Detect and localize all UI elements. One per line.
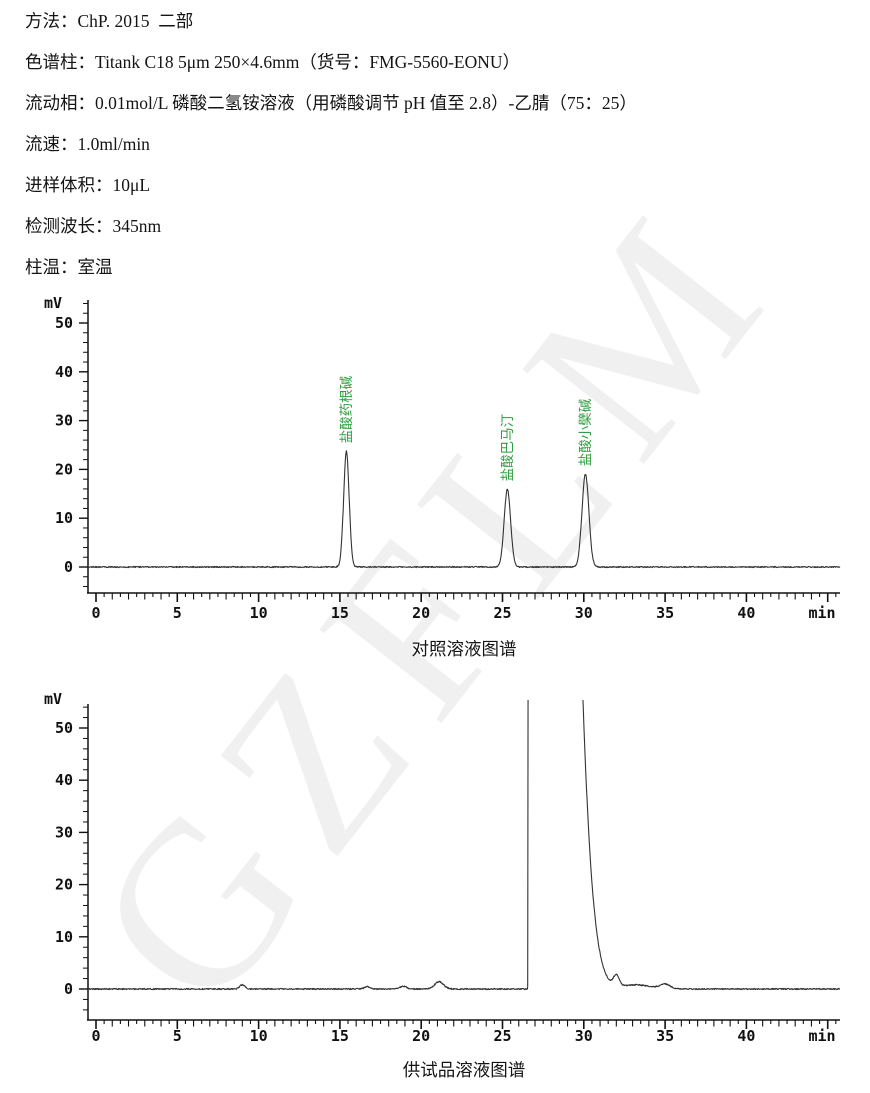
chromatogram-trace	[88, 450, 841, 569]
peak-label: 盐酸巴马汀	[500, 414, 515, 482]
method-line-mobilephase: 流动相：0.01mol/L 磷酸二氢铵溶液（用磷酸调节 pH 值至 2.8）-乙…	[25, 93, 637, 113]
method-line-method: 方法：ChP. 2015 二部	[25, 11, 194, 31]
method-line-column: 色谱柱：Titank C18 5μm 250×4.6mm（货号：FMG-5560…	[25, 52, 521, 72]
x-tick-label: 10	[250, 604, 268, 622]
x-tick-label: 20	[412, 1027, 430, 1045]
x-tick-label: 30	[575, 604, 593, 622]
y-tick-label: 50	[55, 314, 73, 332]
chromatogram-trace	[88, 700, 841, 991]
x-tick-label: 0	[91, 604, 100, 622]
x-axis-unit-label: min	[808, 1027, 835, 1045]
y-tick-label: 50	[55, 719, 73, 737]
x-tick-label: 0	[91, 1027, 100, 1045]
y-tick-label: 40	[55, 363, 73, 381]
x-tick-label: 25	[493, 1027, 511, 1045]
x-axis-unit-label: min	[808, 604, 835, 622]
method-line-flowrate: 流速：1.0ml/min	[25, 134, 150, 154]
y-tick-label: 30	[55, 412, 73, 430]
x-tick-label: 15	[331, 1027, 349, 1045]
sample-chromatogram: 0 10 20 30 40 50 0 5 10 15 20 25 30 35 40 min	[55, 700, 841, 1045]
y-axis-unit-label: mV	[44, 294, 63, 312]
reference-chromatogram: 0 10 20 30 40 50 0 5 10 15 20 25 30 35 40 min 盐酸药根碱盐酸巴马汀…	[55, 300, 841, 622]
x-tick-label: 20	[412, 604, 430, 622]
x-tick-label: 30	[575, 1027, 593, 1045]
method-line-wavelength: 检测波长：345nm	[25, 216, 162, 236]
chart-caption-reference: 对照溶液图谱	[411, 639, 517, 659]
y-tick-label: 40	[55, 771, 73, 789]
x-tick-label: 15	[331, 604, 349, 622]
chart-caption-sample: 供试品溶液图谱	[402, 1060, 526, 1080]
x-tick-label: 40	[737, 1027, 755, 1045]
y-tick-label: 30	[55, 823, 73, 841]
x-tick-label: 10	[250, 1027, 268, 1045]
y-tick-label: 20	[55, 876, 73, 894]
x-tick-label: 35	[656, 1027, 674, 1045]
x-tick-label: 35	[656, 604, 674, 622]
method-line-temperature: 柱温：室温	[25, 257, 113, 277]
peak-label: 盐酸药根碱	[339, 375, 354, 443]
y-tick-label: 20	[55, 460, 73, 478]
method-info: 方法：ChP. 2015 二部 色谱柱：Titank C18 5μm 250×4…	[25, 11, 637, 300]
y-tick-label: 10	[55, 509, 73, 527]
y-axis-unit-label: mV	[44, 690, 63, 708]
x-tick-label: 25	[493, 604, 511, 622]
y-tick-label: 0	[64, 558, 73, 576]
method-line-injection: 进样体积：10μL	[25, 175, 151, 195]
y-tick-label: 0	[64, 980, 73, 998]
x-tick-label: 5	[173, 604, 182, 622]
peak-label: 盐酸小檗碱	[578, 398, 593, 466]
y-tick-label: 10	[55, 928, 73, 946]
x-tick-label: 40	[737, 604, 755, 622]
x-tick-label: 5	[173, 1027, 182, 1045]
